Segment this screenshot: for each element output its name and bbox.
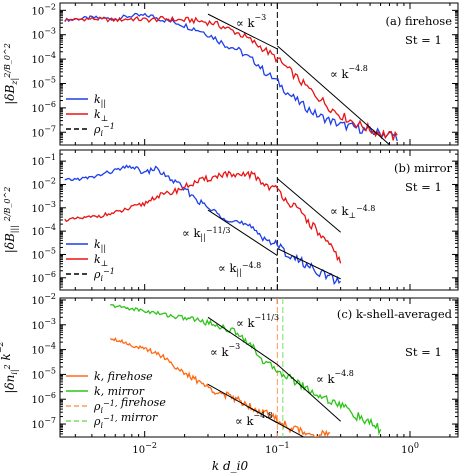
panel-mirror: 10−1 10−2 10−3 10−4 10−5 10−6 |δB||| 2/B_0^2 ∝ … xyxy=(3,149,459,291)
y-axis-label: |δB||| 2/B_0^2 xyxy=(3,187,20,254)
svg-text:|δni|2 k−2: |δni|2 k−2 xyxy=(0,341,19,393)
x-tick-label: 100 xyxy=(401,441,419,456)
power-law-line xyxy=(207,209,278,256)
power-law-label: ∝ k−4.8 xyxy=(316,369,354,386)
y-tick-label: 10−4 xyxy=(31,51,56,66)
y-tick-label: 10−7 xyxy=(31,416,56,431)
panel-firehose: 10−2 10−3 10−4 10−5 10−6 10−7 |δBz|2/B_0^2 ∝ k−… xyxy=(3,2,459,146)
series-line xyxy=(64,164,342,286)
svg-text:|δB||| 2/B_0^2: |δB||| 2/B_0^2 xyxy=(3,187,20,254)
series-line xyxy=(64,170,342,264)
panel-subtitle: St = 1 xyxy=(405,345,442,359)
power-law-line xyxy=(247,406,305,437)
legend-label: k⊥ xyxy=(94,253,108,268)
legend: k||k⊥ρi−1 xyxy=(66,93,115,138)
x-tick-label: 10−1 xyxy=(265,441,290,456)
x-tick-label: 10−2 xyxy=(132,441,157,456)
legend-label: k, firehose xyxy=(94,370,153,383)
legend: k||k⊥ρi−1 xyxy=(66,238,115,283)
plot-area xyxy=(109,298,382,437)
series-line xyxy=(64,15,398,141)
panel-title: (c) k-shell-averaged xyxy=(337,307,453,321)
y-tick-label: 10−6 xyxy=(31,100,56,115)
panel-title: (a) firehose xyxy=(386,14,453,28)
power-law-line xyxy=(207,13,278,50)
y-tick-label: 10−4 xyxy=(31,342,56,357)
legend-label: ρi−1, mirror xyxy=(93,411,158,430)
power-law-line xyxy=(207,316,278,365)
power-law-line xyxy=(277,178,341,233)
plot-area xyxy=(64,150,342,290)
panel-density: 10−2 10−3 10−4 10−5 10−6 10−7 10−2 10−1 100 |δni|… xyxy=(0,292,459,456)
y-tick-label: 10−5 xyxy=(31,75,56,90)
panel-subtitle: St = 1 xyxy=(405,180,442,194)
power-law-label: ∝ k||−4.8 xyxy=(218,261,261,277)
legend-label: ρi−1, firehose xyxy=(93,396,166,415)
legend-label: ρi−1 xyxy=(93,122,115,138)
power-law-label: ∝ k−3 xyxy=(236,13,266,30)
y-tick-label: 10−3 xyxy=(31,317,56,332)
svg-text:|δBz|2/B_0^2: |δBz|2/B_0^2 xyxy=(3,43,19,105)
legend-label: k, mirror xyxy=(94,385,145,398)
x-axis-label: k d_i0 xyxy=(212,459,249,473)
legend-label: ρi−1 xyxy=(93,267,115,283)
legend-label: k|| xyxy=(94,93,106,108)
power-law-label: ∝ k−3 xyxy=(210,342,240,359)
legend-label: k⊥ xyxy=(94,108,108,123)
y-tick-label: 10−1 xyxy=(31,153,56,168)
y-tick-label: 10−3 xyxy=(31,27,56,42)
plot-frame xyxy=(59,297,459,438)
y-tick-label: 10−5 xyxy=(31,246,56,261)
plot-frame xyxy=(59,2,459,146)
power-law-label: ∝ k−11/3 xyxy=(236,313,279,330)
y-tick-label: 10−5 xyxy=(31,366,56,381)
y-tick-label: 10−4 xyxy=(31,223,56,238)
panel-subtitle: St = 1 xyxy=(405,33,442,47)
power-law-label: ∝ k−4.8 xyxy=(330,64,368,81)
power-law-line xyxy=(277,364,341,422)
plot-area xyxy=(64,3,398,145)
series-line xyxy=(110,304,382,436)
y-tick-label: 10−2 xyxy=(31,176,56,191)
series-line xyxy=(109,337,331,437)
y-tick-label: 10−2 xyxy=(31,2,56,17)
power-law-label: ∝ k⊥−4.8 xyxy=(330,204,375,220)
power-law-line xyxy=(277,45,390,145)
power-law-label: ∝ k||−11/3 xyxy=(182,226,230,242)
y-axis-label: |δBz|2/B_0^2 xyxy=(3,43,19,105)
y-tick-label: 10−6 xyxy=(31,270,56,285)
y-tick-label: 10−3 xyxy=(31,200,56,215)
y-tick-label: 10−6 xyxy=(31,391,56,406)
panel-title: (b) mirror xyxy=(394,161,452,175)
power-law-line xyxy=(277,248,341,280)
y-axis-label: |δni|2 k−2 xyxy=(0,341,19,393)
legend-label: k|| xyxy=(94,238,106,253)
y-tick-label: 10−2 xyxy=(31,292,56,307)
power-law-label: ∝ k−4.8 xyxy=(235,411,273,428)
y-tick-label: 10−7 xyxy=(31,124,56,139)
